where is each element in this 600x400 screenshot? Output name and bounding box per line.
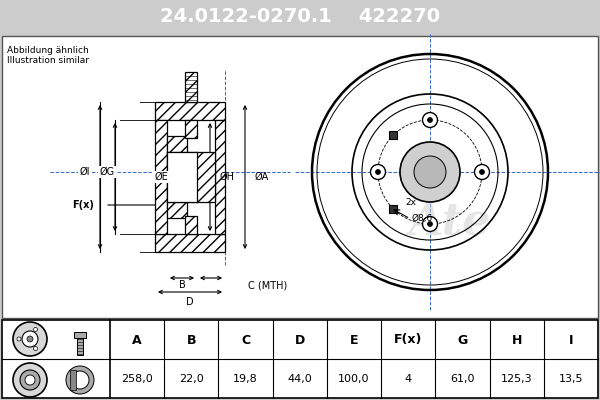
Circle shape bbox=[414, 156, 446, 188]
Text: Ate: Ate bbox=[409, 200, 491, 244]
Text: 258,0: 258,0 bbox=[121, 374, 153, 384]
Text: A: A bbox=[132, 334, 142, 346]
Circle shape bbox=[13, 322, 47, 356]
Circle shape bbox=[371, 164, 386, 180]
Text: 13,5: 13,5 bbox=[559, 374, 583, 384]
Bar bbox=[185, 216, 197, 234]
Text: Abbildung ähnlich: Abbildung ähnlich bbox=[7, 46, 89, 55]
Bar bbox=[155, 234, 225, 252]
Circle shape bbox=[376, 170, 380, 174]
Text: F(x): F(x) bbox=[72, 200, 94, 210]
Bar bbox=[185, 120, 197, 138]
Circle shape bbox=[34, 346, 37, 350]
Text: ØG: ØG bbox=[100, 167, 115, 177]
Text: I: I bbox=[569, 334, 573, 346]
Text: 4: 4 bbox=[404, 374, 412, 384]
Bar bbox=[155, 120, 167, 234]
Text: ØE: ØE bbox=[154, 172, 168, 182]
Bar bbox=[167, 136, 187, 152]
Bar bbox=[389, 205, 397, 213]
Text: 125,3: 125,3 bbox=[501, 374, 532, 384]
Text: D: D bbox=[295, 334, 305, 346]
Circle shape bbox=[400, 142, 460, 202]
Text: B: B bbox=[187, 334, 196, 346]
Circle shape bbox=[479, 170, 485, 174]
Bar bbox=[155, 102, 225, 120]
Circle shape bbox=[27, 336, 33, 342]
Text: ØI: ØI bbox=[80, 167, 90, 177]
Bar bbox=[70, 370, 76, 390]
Text: C (MTH): C (MTH) bbox=[248, 280, 287, 290]
Circle shape bbox=[422, 112, 437, 128]
Circle shape bbox=[34, 328, 37, 332]
Text: Ø8,6: Ø8,6 bbox=[411, 214, 433, 223]
Text: 19,8: 19,8 bbox=[233, 374, 258, 384]
Circle shape bbox=[475, 164, 490, 180]
Bar bbox=[389, 131, 397, 139]
Text: C: C bbox=[241, 334, 250, 346]
Text: H: H bbox=[511, 334, 522, 346]
Circle shape bbox=[17, 337, 21, 341]
Text: 61,0: 61,0 bbox=[450, 374, 475, 384]
Bar bbox=[77, 335, 83, 355]
Bar bbox=[215, 120, 225, 234]
Text: B: B bbox=[179, 280, 185, 290]
Text: Illustration similar: Illustration similar bbox=[7, 56, 89, 65]
Bar bbox=[167, 152, 215, 202]
Bar bbox=[167, 152, 197, 202]
Bar bbox=[185, 72, 197, 102]
Text: ØH: ØH bbox=[220, 172, 235, 182]
Text: D: D bbox=[186, 297, 194, 307]
Circle shape bbox=[427, 222, 433, 226]
Wedge shape bbox=[66, 366, 94, 394]
Text: 2x: 2x bbox=[405, 198, 416, 207]
Text: 100,0: 100,0 bbox=[338, 374, 370, 384]
Text: G: G bbox=[457, 334, 467, 346]
Circle shape bbox=[20, 370, 40, 390]
Circle shape bbox=[422, 216, 437, 232]
Text: ØA: ØA bbox=[255, 172, 269, 182]
Circle shape bbox=[427, 118, 433, 122]
Text: 24.0122-0270.1    422270: 24.0122-0270.1 422270 bbox=[160, 8, 440, 26]
Bar bbox=[167, 202, 187, 218]
Text: 22,0: 22,0 bbox=[179, 374, 204, 384]
Bar bbox=[74, 332, 86, 338]
Text: 44,0: 44,0 bbox=[287, 374, 312, 384]
Circle shape bbox=[25, 375, 35, 385]
Circle shape bbox=[13, 363, 47, 397]
Text: F(x): F(x) bbox=[394, 334, 422, 346]
Circle shape bbox=[22, 331, 38, 347]
Text: E: E bbox=[350, 334, 358, 346]
